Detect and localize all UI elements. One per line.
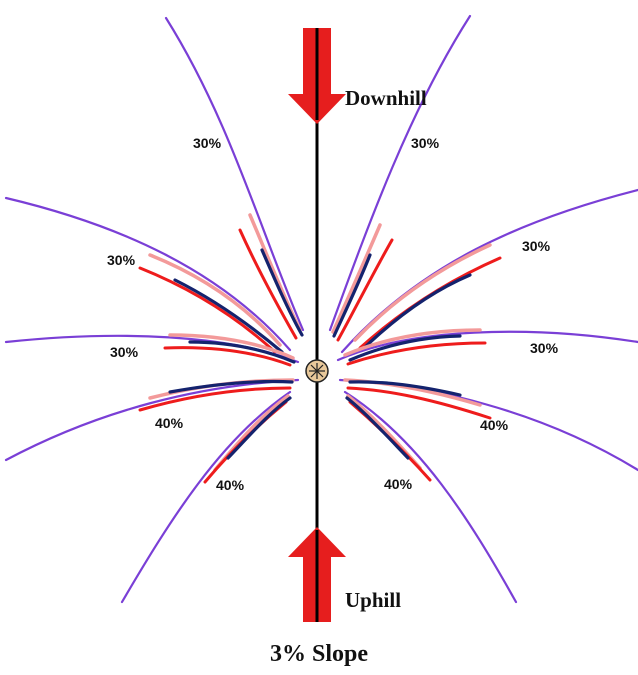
downhill-arrow [288,28,346,124]
pink-band-upper-right [331,223,382,334]
red-band-mid-upper-left [138,266,277,354]
sprinkler-head-icon [305,359,329,383]
pink-band-mid-left [168,333,295,360]
percent-label-lower-left: 40% [155,415,184,431]
navy-band-bottom-left [226,396,292,460]
uphill-label: Uphill [345,588,401,612]
downhill-label: Downhill [345,86,427,110]
red-band-upper-left [238,228,298,340]
outer-curve-mid-upper-left [4,196,292,352]
spray-curves [4,14,638,604]
navy-band-mid-right [348,334,462,362]
percent-label-mid-left: 30% [110,344,139,360]
uphill-arrow [288,527,346,622]
outer-curve-bottom-left [120,390,292,604]
navy-band-upper-right [332,253,372,338]
percent-label-bottom-left: 40% [216,477,245,493]
navy-band-upper-left [260,248,304,337]
percent-label-upper-right: 30% [411,135,440,151]
outer-curve-bottom-right [343,390,518,604]
red-band-mid-right [346,341,487,366]
navy-band-lower-left [168,379,294,394]
pink-band-lower-right [343,378,482,407]
percent-label-bottom-right: 40% [384,476,413,492]
percent-label-mid-right: 30% [530,340,559,356]
percent-label-lower-right: 40% [480,417,509,433]
percent-label-upper-left: 30% [193,135,222,151]
red-band-lower-left [138,386,292,412]
outer-curve-upper-left [164,16,305,332]
red-band-mid-left [163,346,292,367]
diagram-caption: 3% Slope [269,641,368,667]
navy-band-lower-right [348,380,462,397]
red-band-lower-right [346,386,492,420]
red-band-bottom-left [203,400,288,484]
pink-band-mid-right [343,328,482,357]
navy-band-mid-left [188,340,296,364]
percent-label-mid-upper-left: 30% [107,252,136,268]
red-band-upper-right [336,238,394,342]
outer-curve-upper-right [328,14,472,332]
pink-band-upper-left [248,213,302,332]
percent-label-mid-upper-right: 30% [522,238,551,254]
outer-curve-mid-right [336,330,638,362]
pink-band-mid-upper-right [353,243,492,342]
navy-band-mid-upper-left [173,278,284,354]
navy-band-bottom-right [345,396,410,460]
pink-band-mid-upper-left [148,253,282,347]
navy-band-mid-upper-right [360,273,472,352]
